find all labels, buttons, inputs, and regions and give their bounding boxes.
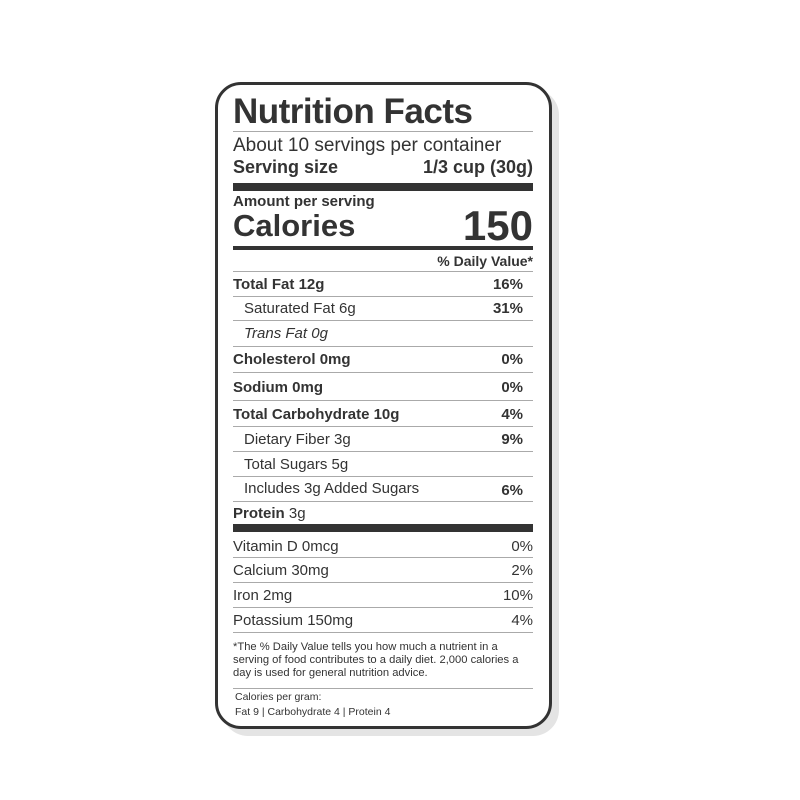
thick-bar	[233, 524, 533, 532]
calories-row: Calories 150	[233, 202, 533, 249]
nutrient-name: Cholesterol	[233, 350, 316, 368]
vitamin-dv: 2%	[511, 561, 533, 579]
calories-value: 150	[462, 202, 533, 249]
serving-size-value: 1/3 cup (30g)	[422, 156, 533, 177]
serving-size: Serving size 1/3 cup (30g)	[233, 156, 533, 178]
nutrient-name: Saturated Fat 6g	[244, 299, 356, 317]
divider	[233, 296, 533, 297]
divider	[233, 400, 533, 401]
serving-size-label: Serving size	[233, 156, 339, 177]
nutrient-dv: 0%	[501, 350, 523, 368]
nutrient-name: Total Sugars 5g	[244, 455, 349, 473]
title: Nutrition Facts	[233, 92, 473, 131]
divider	[233, 451, 533, 452]
divider	[233, 131, 533, 132]
nutrient-row-added-sugars: Includes 3g Added Sugars 6%	[233, 477, 533, 499]
vitamin-row-potassium: Potassium 150mg 4%	[233, 609, 533, 631]
nutrient-name: Total Carbohydrate	[233, 405, 370, 423]
nutrient-row-trans-fat: Trans Fat 0g	[233, 322, 533, 344]
divider	[233, 632, 533, 633]
nutrient-name: Protein	[233, 504, 285, 522]
vitamin-name: Calcium 30mg	[233, 561, 329, 579]
nutrient-dv: 0%	[501, 378, 523, 396]
nutrient-dv: 31%	[492, 299, 523, 317]
divider	[233, 346, 533, 347]
servings-per-container: About 10 servings per container	[233, 135, 502, 156]
divider	[233, 476, 533, 477]
nutrient-name: Sodium	[233, 378, 288, 396]
divider	[233, 607, 533, 608]
divider	[233, 501, 533, 502]
divider	[233, 320, 533, 321]
vitamin-row-vitamin-d: Vitamin D 0mcg 0%	[233, 535, 533, 557]
calories-per-gram: Fat 9 | Carbohydrate 4 | Protein 4	[235, 706, 391, 718]
nutrient-row-dietary-fiber: Dietary Fiber 3g 9%	[233, 428, 533, 450]
vitamin-name: Potassium 150mg	[233, 611, 354, 629]
divider	[233, 372, 533, 373]
nutrient-name: Includes 3g Added Sugars	[244, 479, 420, 497]
nutrient-name: Trans Fat 0g	[244, 324, 328, 342]
nutrient-row-saturated-fat: Saturated Fat 6g 31%	[233, 297, 533, 319]
daily-value-header: % Daily Value*	[437, 253, 533, 269]
calories-per-gram-label: Calories per gram:	[235, 691, 322, 703]
nutrient-row-sodium: Sodium 0mg 0%	[233, 376, 533, 398]
nutrient-row-total-fat: Total Fat 12g 16%	[233, 273, 533, 295]
vitamin-name: Iron 2mg	[233, 586, 293, 604]
nutrient-amount: 0mg	[319, 350, 351, 368]
nutrient-row-total-carbohydrate: Total Carbohydrate 10g 4%	[233, 403, 533, 425]
thick-bar	[233, 183, 533, 191]
nutrient-dv: 6%	[501, 481, 523, 499]
vitamin-row-calcium: Calcium 30mg 2%	[233, 559, 533, 581]
nutrient-amount: 10g	[373, 405, 400, 423]
nutrient-dv: 9%	[501, 430, 523, 448]
divider	[233, 426, 533, 427]
nutrient-name: Dietary Fiber 3g	[244, 430, 351, 448]
nutrient-name: Total Fat	[233, 275, 295, 293]
nutrient-row-cholesterol: Cholesterol 0mg 0%	[233, 348, 533, 370]
vitamin-row-iron: Iron 2mg 10%	[233, 584, 533, 606]
nutrient-row-total-sugars: Total Sugars 5g	[233, 453, 533, 475]
divider	[233, 271, 533, 272]
nutrient-amount: 12g	[298, 275, 325, 293]
vitamin-dv: 4%	[511, 611, 533, 629]
nutrient-amount: 3g	[288, 504, 306, 522]
nutrient-dv: 16%	[492, 275, 523, 293]
calories-label: Calories	[233, 208, 356, 243]
divider	[233, 688, 533, 689]
vitamin-dv: 10%	[502, 586, 533, 604]
vitamin-name: Vitamin D 0mcg	[233, 537, 339, 555]
nutrient-row-protein: Protein 3g	[233, 502, 533, 524]
medium-bar	[233, 246, 533, 250]
divider	[233, 557, 533, 558]
footnote: *The % Daily Value tells you how much a …	[233, 641, 519, 679]
divider	[233, 582, 533, 583]
nutrient-amount: 0mg	[292, 378, 324, 396]
nutrient-dv: 4%	[501, 405, 523, 423]
amount-per-serving: Amount per serving	[233, 193, 375, 210]
vitamin-dv: 0%	[511, 537, 533, 555]
